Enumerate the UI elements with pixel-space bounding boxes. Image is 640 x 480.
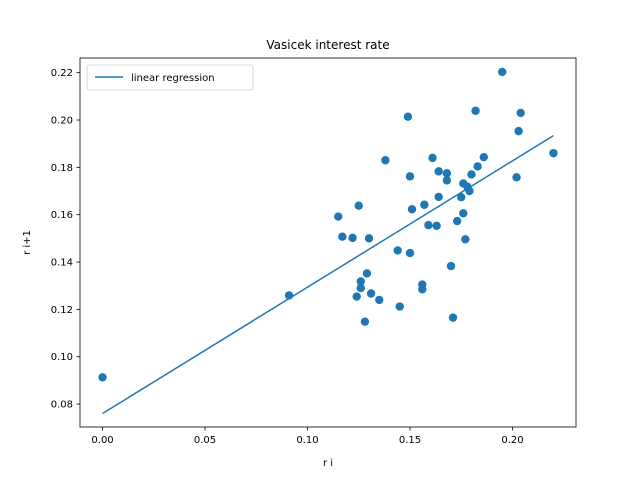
chart-title: Vasicek interest rate — [266, 38, 389, 52]
x-tick-label: 0.15 — [399, 435, 421, 446]
x-tick-label: 0.05 — [194, 435, 216, 446]
scatter-point — [516, 108, 525, 118]
scatter-point — [452, 216, 462, 226]
plot-frame — [79, 57, 577, 428]
scatter-point — [442, 169, 452, 178]
scatter-point — [407, 205, 417, 214]
plot-area — [98, 67, 558, 415]
scatter-point — [348, 233, 357, 243]
scatter-point — [434, 167, 443, 176]
scatter-point — [457, 192, 466, 202]
scatter-point — [467, 170, 476, 179]
scatter-point — [446, 261, 456, 271]
scatter-point — [514, 126, 523, 136]
axes: 0.00 0.05 0.10 0.15 0.20 0.08 0.10 0.12 0.14 0.16… — [51, 57, 577, 446]
scatter-point — [471, 106, 480, 115]
y-axis-title: r i+1 — [22, 230, 33, 255]
scatter-point — [479, 152, 488, 162]
y-tick-label: 0.22 — [51, 68, 73, 79]
legend-box — [86, 64, 254, 91]
y-tick-label: 0.12 — [51, 305, 73, 316]
scatter-point — [403, 112, 413, 121]
scatter-point — [473, 162, 482, 171]
scatter-point — [354, 201, 363, 210]
scatter-point — [448, 313, 458, 322]
scatter-point — [362, 269, 372, 278]
scatter-point — [395, 302, 404, 311]
scatter-point — [338, 232, 347, 241]
scatter-point — [498, 67, 507, 77]
scatter-point — [442, 176, 452, 185]
scatter-point — [420, 200, 429, 209]
scatter-point — [356, 283, 365, 293]
scatter-point — [461, 235, 470, 244]
scatter-point — [356, 277, 365, 286]
legend: linear regression — [86, 64, 254, 91]
scatter-point — [424, 220, 433, 230]
scatter-point — [549, 148, 558, 158]
y-tick-label: 0.14 — [51, 258, 73, 269]
x-tick-label: 0.00 — [91, 435, 113, 446]
scatter-point — [434, 192, 443, 202]
scatter-point — [428, 153, 437, 163]
scatter-point — [459, 209, 468, 218]
scatter-point — [393, 246, 402, 255]
x-axis-title: r i — [323, 458, 333, 469]
scatter-point — [98, 373, 107, 382]
scatter-point — [405, 172, 415, 181]
y-tick-label: 0.08 — [51, 400, 73, 411]
scatter-point — [512, 173, 521, 182]
scatter-point — [381, 156, 390, 165]
regression-line — [102, 134, 554, 415]
y-tick-label: 0.10 — [51, 352, 73, 363]
scatter-point — [375, 295, 384, 305]
scatter-point — [360, 317, 370, 326]
y-tick-label: 0.20 — [51, 116, 73, 127]
y-tick-label: 0.18 — [51, 163, 73, 174]
scatter-point — [418, 280, 427, 289]
legend-label: linear regression — [131, 73, 215, 84]
scatter-point — [334, 212, 343, 221]
x-tick-label: 0.10 — [296, 435, 318, 446]
scatter-point — [405, 248, 415, 258]
scatter-point — [432, 221, 441, 231]
scatter-point — [364, 234, 374, 243]
y-tick-label: 0.16 — [51, 210, 73, 221]
scatter-point — [352, 292, 361, 301]
x-tick-label: 0.20 — [501, 435, 523, 446]
scatter-point — [366, 289, 376, 298]
